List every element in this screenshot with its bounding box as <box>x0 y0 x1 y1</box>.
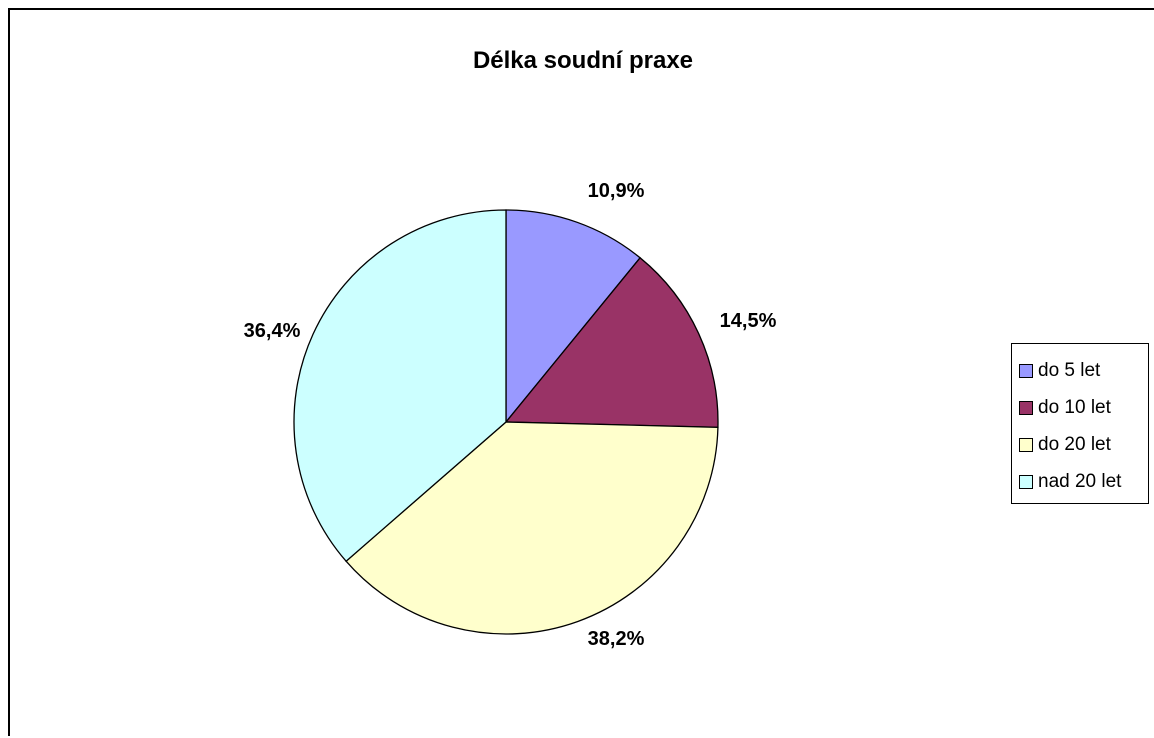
chart-title: Délka soudní praxe <box>472 47 694 74</box>
pie-slice-do-10-let <box>504 256 719 428</box>
data-label-do-20-let: 38,2% <box>588 628 645 650</box>
pie-slice-nad-20-let <box>293 209 507 563</box>
data-label-do-5-let: 10,9% <box>588 180 645 202</box>
data-label-nad-20-let: 36,4% <box>244 320 301 342</box>
pie-slice-do-20-let <box>345 421 719 635</box>
legend-label: do 5 let <box>1038 359 1101 381</box>
legend-item-do-5-let: do 5 let <box>1019 352 1148 389</box>
pie-slices <box>293 209 719 635</box>
pie-slice-do-5-let <box>505 209 642 424</box>
legend-item-nad-20-let: nad 20 let <box>1019 463 1148 500</box>
legend-item-do-10-let: do 10 let <box>1019 389 1148 426</box>
legend-label: nad 20 let <box>1038 470 1122 492</box>
data-label-do-10-let: 14,5% <box>720 310 777 332</box>
legend-label: do 10 let <box>1038 396 1111 418</box>
legend-swatch <box>1019 363 1033 378</box>
legend-item-do-20-let: do 20 let <box>1019 426 1148 463</box>
legend-swatch <box>1019 474 1033 489</box>
legend-swatch <box>1019 437 1033 452</box>
legend-swatch <box>1019 400 1033 415</box>
pie-chart: 10,9% 14,5% 38,2% 36,4% <box>244 180 777 650</box>
legend-label: do 20 let <box>1038 433 1111 455</box>
chart-frame: Délka soudní praxe 10,9% 14,5% 38,2% 36,4% … <box>8 8 1154 736</box>
legend: do 5 let do 10 let do 20 let nad 20 let <box>1011 343 1149 504</box>
pie-labels: 10,9% 14,5% 38,2% 36,4% <box>244 180 777 650</box>
